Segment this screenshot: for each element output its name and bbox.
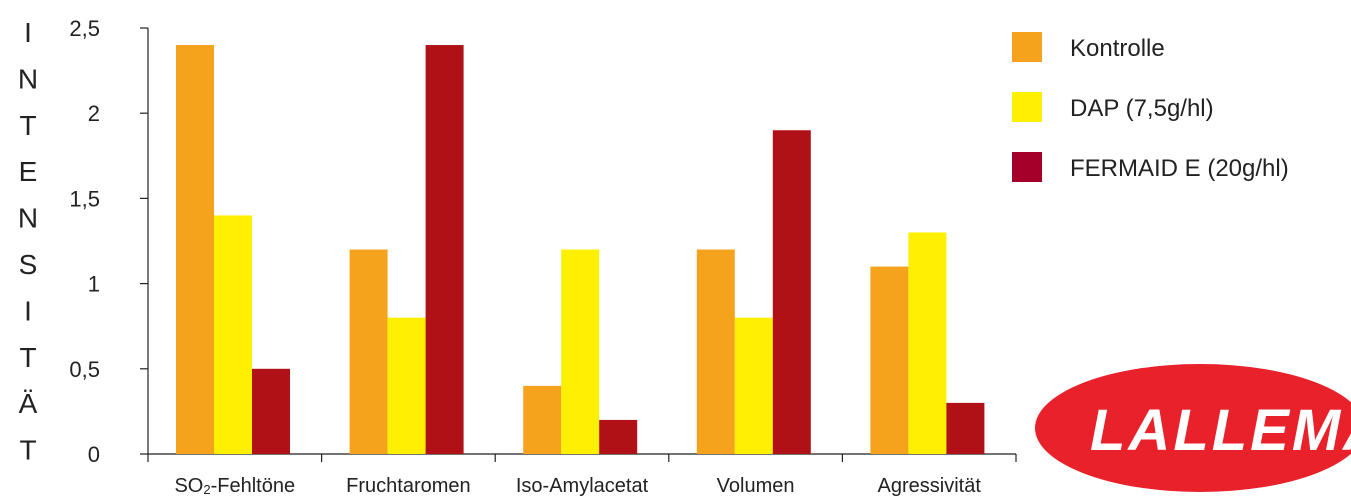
legend-swatch [1012,92,1042,122]
bar [734,317,773,454]
y-tick-label: 0,5 [69,357,100,382]
bar [425,45,464,454]
bar [946,402,985,454]
y-axis-title-letter: I [24,17,32,48]
chart-bars [176,45,985,455]
y-tick-label: 1,5 [69,186,100,211]
legend-swatch [1012,32,1042,62]
bar [599,419,638,454]
y-axis-title-letter: I [24,295,32,326]
x-tick-label: Agressivität [878,475,982,497]
legend-label: DAP (7,5g/hl) [1070,95,1214,122]
bar [870,266,909,454]
x-tick-labels: SO2-Fehltöne Fruchtaromen Iso-Amylacetat Vo… [174,475,981,497]
y-axis-title-letter: N [18,63,38,94]
bar [696,249,735,454]
bar [387,317,426,454]
y-axis-title-letter: S [19,249,38,280]
y-tick-label: 0 [88,442,100,467]
y-axis-title-letter: Ä [19,388,38,419]
bar [252,368,290,454]
y-tick-label: 2 [88,101,100,126]
bar [561,249,600,454]
y-tick-label: 1 [88,272,100,297]
lallemand-logo: LALLEMAND [1035,364,1351,492]
chart-axes: 0 0,5 1 1,5 2 2,5 [69,16,1017,467]
bar [176,45,214,454]
bar [349,249,388,454]
y-tick-label: 2,5 [69,16,100,41]
logo-text: LALLEMAND [1090,398,1351,463]
x-tick-label: Fruchtaromen [346,475,471,497]
bar [772,130,811,455]
legend-label: FERMAID E (20g/hl) [1070,155,1289,182]
chart-legend: Kontrolle DAP (7,5g/hl) FERMAID E (20g/hl) [1012,32,1289,182]
y-axis-title-letter: T [19,110,36,141]
y-axis-title-letter: T [19,435,36,466]
x-tick-label: Volumen [717,475,795,497]
legend-label: Kontrolle [1070,35,1165,62]
x-tick-label: Iso-Amylacetat [516,475,649,497]
y-axis-title-letter: N [18,203,38,234]
x-tick-label-part: -Fehltöne [211,475,295,497]
bar [523,385,562,454]
x-tick-label: SO2-Fehltöne [174,475,295,497]
bar [214,215,252,454]
x-tick-label-subscript: 2 [203,482,210,497]
x-tick-label-part: SO [174,475,203,497]
bar [908,232,947,454]
y-axis-title-letter: T [19,342,36,373]
y-axis-title-letter: E [19,156,38,187]
legend-swatch [1012,152,1042,182]
logo-ellipse [1035,364,1351,492]
